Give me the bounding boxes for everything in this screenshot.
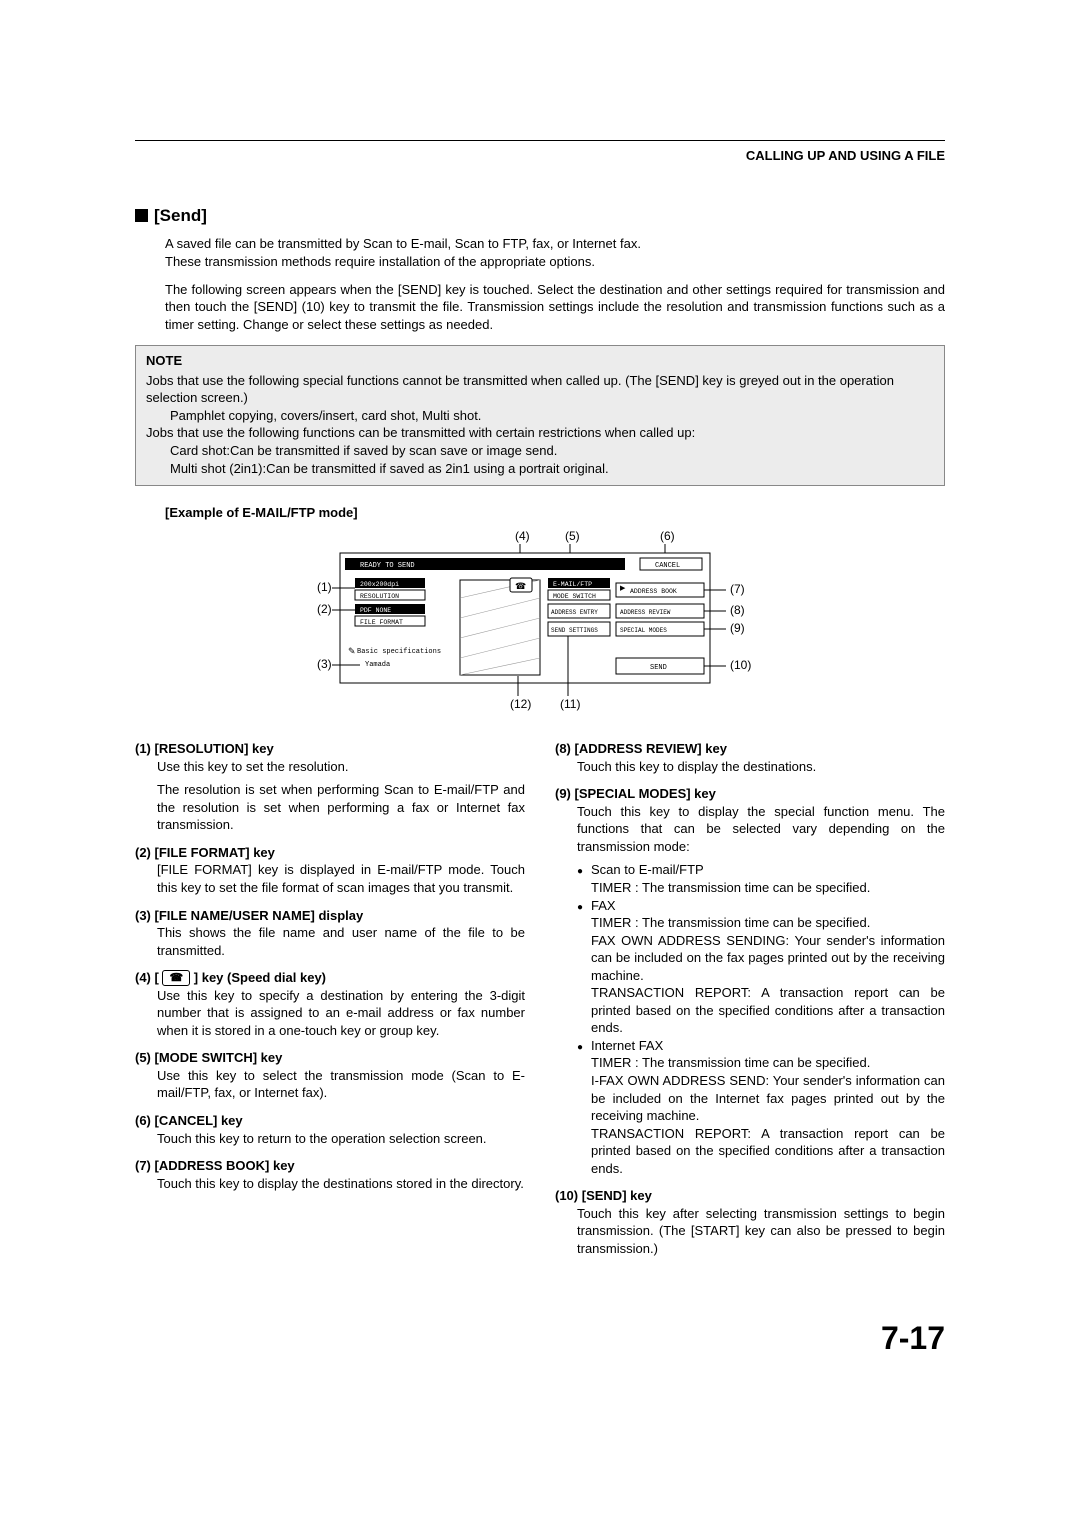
note-line-3: Jobs that use the following functions ca… bbox=[146, 424, 934, 442]
bullet-ifax: Internet FAX bbox=[577, 1037, 945, 1055]
item-1: (1) [RESOLUTION] key Use this key to set… bbox=[135, 740, 525, 834]
intro-block: A saved file can be transmitted by Scan … bbox=[135, 235, 945, 333]
special: SPECIAL MODES bbox=[620, 627, 667, 634]
callout-8: (8) bbox=[730, 603, 745, 617]
bullet-fax: FAX bbox=[577, 897, 945, 915]
section-title-text: [Send] bbox=[154, 206, 207, 225]
svg-text:✎: ✎ bbox=[348, 646, 356, 656]
addr-review: ADDRESS REVIEW bbox=[620, 609, 671, 616]
callout-10: (10) bbox=[730, 658, 751, 672]
basic-label: Basic specifications bbox=[357, 648, 441, 656]
intro-para-2: The following screen appears when the [S… bbox=[165, 281, 945, 334]
mode-btn: MODE SWITCH bbox=[553, 593, 596, 600]
ff-val: PDF NONE bbox=[360, 607, 391, 614]
callout-4: (4) bbox=[515, 529, 530, 543]
note-label: NOTE bbox=[146, 352, 934, 370]
res-val: 200x200dpi bbox=[360, 581, 399, 588]
section-title: [Send] bbox=[135, 205, 945, 228]
callout-11: (11) bbox=[560, 697, 580, 711]
note-line-5: Multi shot (2in1):Can be transmitted if … bbox=[146, 460, 934, 478]
note-line-4: Card shot:Can be transmitted if saved by… bbox=[146, 442, 934, 460]
square-bullet-icon bbox=[135, 209, 148, 222]
screen-diagram-svg: (4) (5) (6) READY TO SEND CANCEL (1) (2)… bbox=[260, 528, 820, 718]
send-settings: SEND SETTINGS bbox=[551, 627, 598, 634]
page-header: CALLING UP AND USING A FILE bbox=[135, 147, 945, 165]
callout-3: (3) bbox=[317, 657, 332, 671]
intro-line-1a: A saved file can be transmitted by Scan … bbox=[165, 235, 945, 253]
note-line-1: Jobs that use the following special func… bbox=[146, 372, 934, 407]
note-box: NOTE Jobs that use the following special… bbox=[135, 345, 945, 486]
callout-5: (5) bbox=[565, 529, 580, 543]
description-columns: (1) [RESOLUTION] key Use this key to set… bbox=[135, 740, 945, 1267]
item-8: (8) [ADDRESS REVIEW] key Touch this key … bbox=[555, 740, 945, 775]
right-column: (8) [ADDRESS REVIEW] key Touch this key … bbox=[555, 740, 945, 1267]
item-9: (9) [SPECIAL MODES] key Touch this key t… bbox=[555, 785, 945, 1177]
callout-2: (2) bbox=[317, 602, 332, 616]
item-2: (2) [FILE FORMAT] key [FILE FORMAT] key … bbox=[135, 844, 525, 897]
left-column: (1) [RESOLUTION] key Use this key to set… bbox=[135, 740, 525, 1267]
example-label: [Example of E-MAIL/FTP mode] bbox=[165, 504, 945, 522]
item-10: (10) [SEND] key Touch this key after sel… bbox=[555, 1187, 945, 1257]
item-4: (4) [ ☎ ] key (Speed dial key) Use this … bbox=[135, 969, 525, 1039]
page-number: 7-17 bbox=[135, 1317, 945, 1360]
addr-entry: ADDRESS ENTRY bbox=[551, 609, 598, 616]
svg-text:▶: ▶ bbox=[620, 585, 626, 592]
callout-6: (6) bbox=[660, 529, 675, 543]
item-6: (6) [CANCEL] key Touch this key to retur… bbox=[135, 1112, 525, 1147]
user-label: Yamada bbox=[365, 661, 390, 669]
intro-line-1b: These transmission methods require insta… bbox=[165, 253, 945, 271]
item-3: (3) [FILE NAME/USER NAME] display This s… bbox=[135, 907, 525, 960]
callout-7: (7) bbox=[730, 582, 745, 596]
item-7: (7) [ADDRESS BOOK] key Touch this key to… bbox=[135, 1157, 525, 1192]
mode-val: E-MAIL/FTP bbox=[553, 581, 592, 588]
speed-dial-icon: ☎ bbox=[162, 970, 190, 986]
addr-book: ADDRESS BOOK bbox=[630, 588, 677, 595]
res-btn: RESOLUTION bbox=[360, 593, 399, 600]
item-5: (5) [MODE SWITCH] key Use this key to se… bbox=[135, 1049, 525, 1102]
bullet-scan: Scan to E-mail/FTP bbox=[577, 861, 945, 879]
note-line-2: Pamphlet copying, covers/insert, card sh… bbox=[146, 407, 934, 425]
callout-12: (12) bbox=[510, 697, 531, 711]
header-rule bbox=[135, 140, 945, 141]
ready-label: READY TO SEND bbox=[360, 562, 415, 570]
diagram: (4) (5) (6) READY TO SEND CANCEL (1) (2)… bbox=[135, 528, 945, 723]
callout-9: (9) bbox=[730, 621, 745, 635]
cancel-btn: CANCEL bbox=[655, 562, 680, 570]
send-btn: SEND bbox=[650, 664, 667, 672]
svg-text:☎: ☎ bbox=[515, 581, 526, 591]
callout-1: (1) bbox=[317, 580, 332, 594]
ff-btn: FILE FORMAT bbox=[360, 619, 403, 626]
